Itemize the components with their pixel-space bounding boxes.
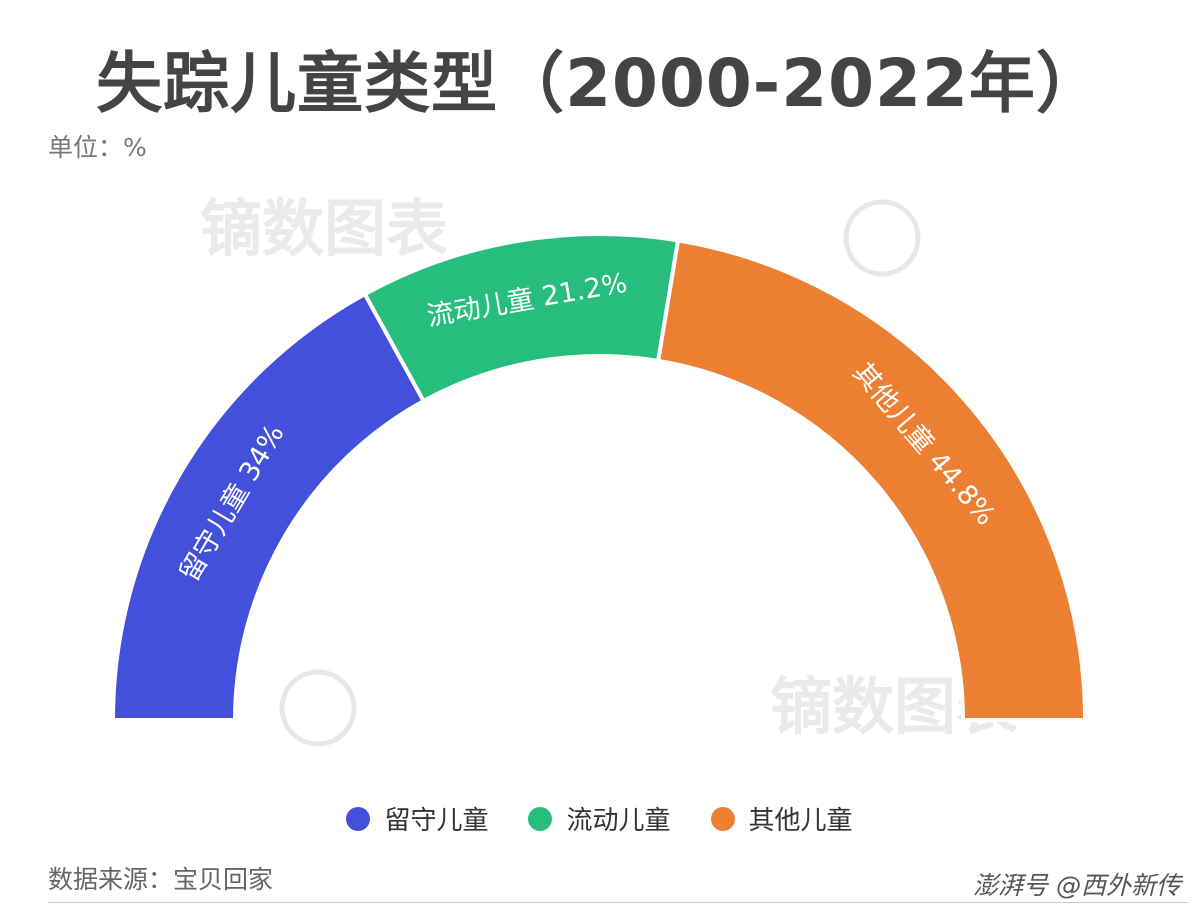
watermark-copyright-icon <box>279 669 357 747</box>
legend-label: 流动儿童 <box>566 806 671 836</box>
legend-label: 留守儿童 <box>384 806 489 836</box>
watermark-copyright-icon <box>843 199 921 277</box>
legend-item: 流动儿童 <box>528 800 671 837</box>
legend-label: 其他儿童 <box>748 806 853 836</box>
slice-3 <box>655 238 1088 722</box>
publisher-credit: 澎湃号 @西外新传 <box>973 871 1181 900</box>
chart-legend: 留守儿童 流动儿童 其他儿童 <box>0 800 1199 837</box>
legend-swatch <box>346 806 371 831</box>
data-source: 数据来源：宝贝回家 <box>48 865 274 894</box>
watermark-text: 镝数图表 <box>200 192 448 265</box>
slice-1 <box>110 291 427 722</box>
legend-item: 其他儿童 <box>710 800 853 837</box>
chart-slices <box>110 232 1088 722</box>
legend-swatch <box>710 806 735 831</box>
bottom-divider <box>48 902 1188 903</box>
legend-item: 留守儿童 <box>346 800 488 837</box>
chart-title: 失踪儿童类型（2000-2022年） <box>96 45 1103 122</box>
unit-label: 单位：% <box>48 133 147 162</box>
legend-swatch <box>528 806 553 831</box>
